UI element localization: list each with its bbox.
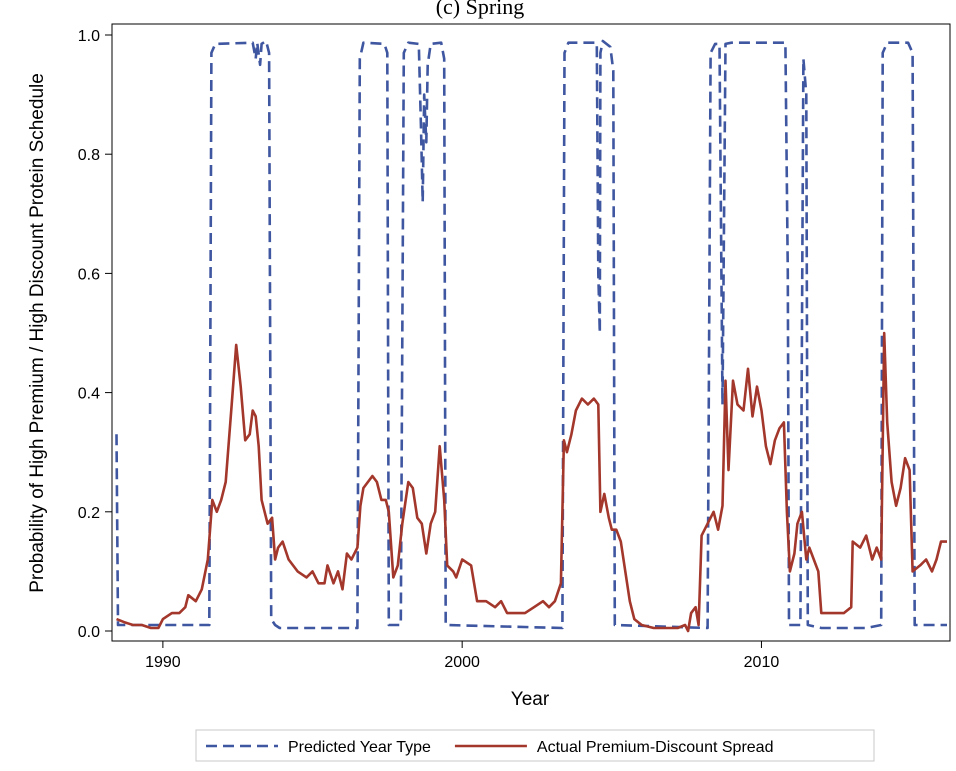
plot-frame bbox=[111, 23, 951, 642]
x-tick-label: 1990 bbox=[145, 654, 181, 671]
y-axis-title: Probability of High Premium / High Disco… bbox=[27, 73, 48, 593]
series-line-predicted bbox=[115, 39, 947, 630]
x-tick-label: 2010 bbox=[744, 654, 780, 671]
x-axis-title: Year bbox=[511, 689, 550, 710]
y-tick-label: 0.8 bbox=[78, 147, 100, 164]
series-line-actual bbox=[116, 331, 947, 633]
y-tick-label: 0.4 bbox=[78, 386, 100, 403]
legend-box bbox=[195, 729, 875, 762]
y-tick-label: 0.6 bbox=[78, 266, 100, 283]
legend-label: Actual Premium-Discount Spread bbox=[537, 739, 774, 756]
x-tick-label: 2000 bbox=[444, 654, 480, 671]
y-tick-label: 0.0 bbox=[78, 624, 100, 641]
legend: Predicted Year Type Actual Premium-Discou… bbox=[195, 729, 875, 762]
y-tick-label: 1.0 bbox=[78, 28, 100, 45]
legend-label: Predicted Year Type bbox=[288, 739, 431, 756]
plot-area: 0.0 0.2 0.4 0.6 0.8 1.0 1990 2000 2010 bbox=[78, 23, 951, 671]
y-tick-label: 0.2 bbox=[78, 505, 100, 522]
chart-title: (c) Spring bbox=[436, 0, 525, 19]
